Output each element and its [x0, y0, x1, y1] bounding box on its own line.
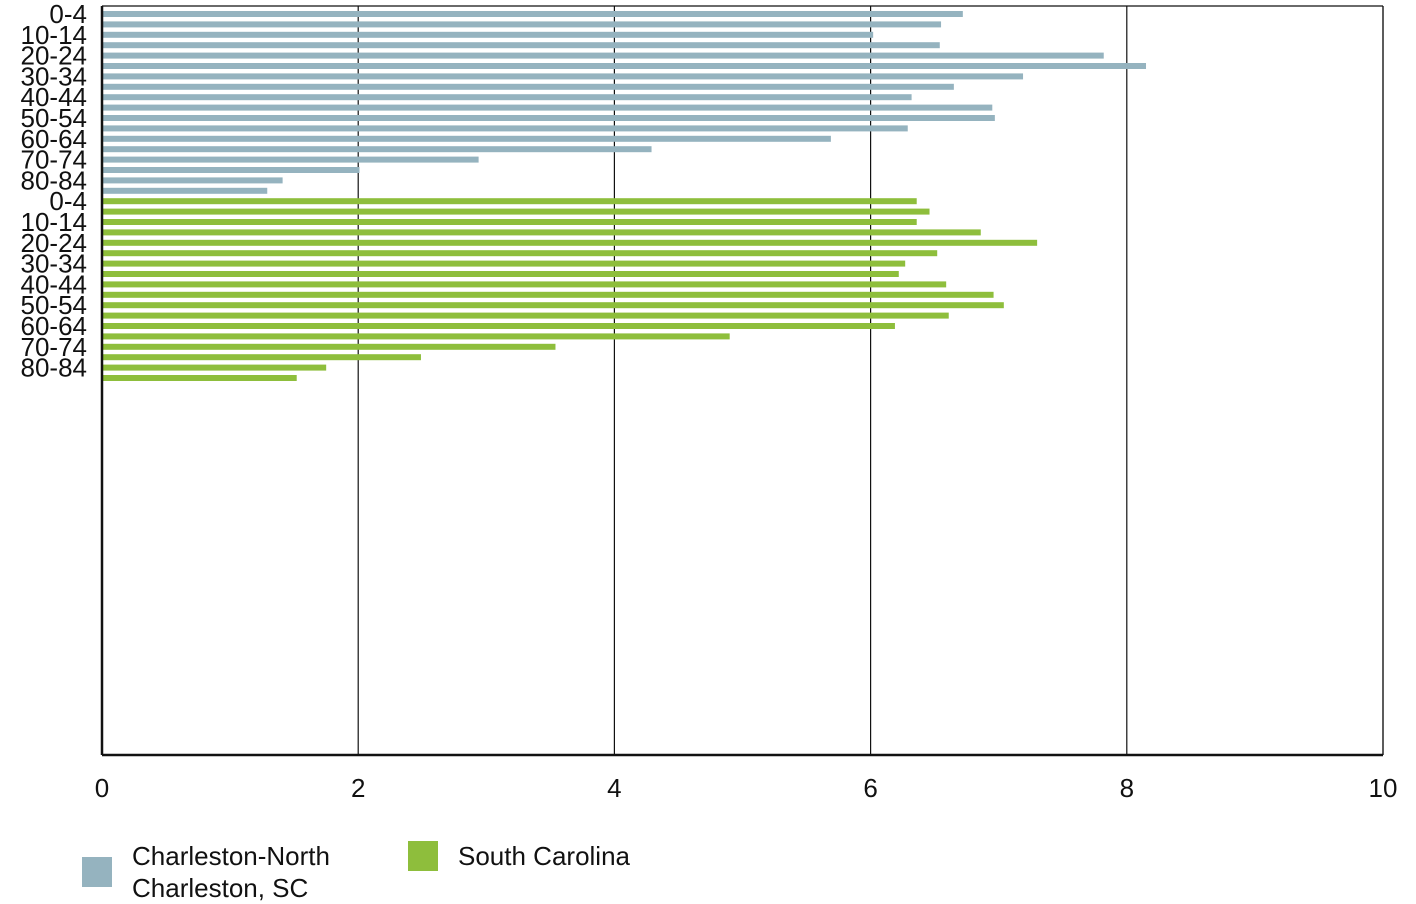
legend: Charleston-North Charleston, SC South Ca…	[82, 840, 666, 904]
y-tick-label: 60-64	[21, 124, 88, 154]
bar-charleston	[102, 31, 874, 38]
bar-south-carolina	[102, 198, 917, 205]
bar-charleston	[102, 52, 1104, 59]
bar-south-carolina	[102, 323, 895, 329]
bar-charleston	[102, 42, 940, 49]
bar-south-carolina	[102, 219, 917, 225]
bar-south-carolina	[102, 291, 994, 298]
bar-south-carolina	[102, 208, 930, 215]
x-tick-label: 10	[1369, 773, 1398, 803]
y-tick-labels: 0-410-1420-2430-3440-4450-5460-6470-7480…	[21, 0, 88, 383]
bar-charleston	[102, 73, 1024, 80]
legend-swatch-charleston	[82, 857, 112, 887]
y-tick-label: 80-84	[21, 353, 88, 383]
bar-chart: 0-410-1420-2430-3440-4450-5460-6470-7480…	[21, 0, 1398, 803]
bar-charleston	[102, 115, 995, 121]
bar-charleston	[102, 167, 360, 173]
y-tick-label: 0-4	[49, 0, 87, 29]
bars	[102, 11, 1147, 381]
bar-south-carolina	[102, 375, 297, 381]
bar-south-carolina	[102, 354, 421, 361]
bar-charleston	[102, 104, 993, 111]
bar-charleston	[102, 187, 268, 194]
y-tick-label: 10-14	[21, 207, 88, 237]
bar-charleston	[102, 11, 963, 17]
legend-item-south-carolina: South Carolina	[408, 840, 630, 872]
bar-south-carolina	[102, 302, 1004, 309]
bar-charleston	[102, 21, 942, 28]
bar-south-carolina	[102, 239, 1038, 246]
x-tick-label: 2	[351, 773, 365, 803]
x-tick-label: 0	[95, 773, 109, 803]
legend-item-charleston: Charleston-North Charleston, SC	[82, 840, 372, 904]
bar-south-carolina	[102, 333, 730, 340]
bar-south-carolina	[102, 250, 938, 257]
y-tick-label: 70-74	[21, 332, 88, 362]
bar-south-carolina	[102, 312, 949, 319]
bar-charleston	[102, 146, 652, 153]
bar-charleston	[102, 135, 831, 142]
y-tick-label: 30-34	[21, 61, 88, 91]
legend-label-charleston: Charleston-North Charleston, SC	[132, 841, 330, 903]
bar-charleston	[102, 83, 954, 90]
y-tick-label: 50-54	[21, 290, 88, 320]
bar-charleston	[102, 63, 1147, 69]
y-tick-label: 40-44	[21, 269, 88, 299]
bar-south-carolina	[102, 281, 947, 288]
y-tick-label: 20-24	[21, 228, 88, 258]
y-tick-label: 50-54	[21, 103, 88, 133]
bar-charleston	[102, 177, 283, 184]
y-tick-label: 60-64	[21, 311, 88, 341]
bar-south-carolina	[102, 229, 981, 236]
y-tick-label: 0-4	[49, 186, 87, 216]
y-tick-label: 70-74	[21, 145, 88, 175]
axes	[100, 5, 1384, 757]
bar-south-carolina	[102, 271, 899, 277]
bar-charleston	[102, 156, 479, 163]
bar-charleston	[102, 125, 908, 132]
y-tick-label: 20-24	[21, 41, 88, 71]
bar-south-carolina	[102, 343, 556, 350]
bar-charleston	[102, 94, 912, 101]
legend-swatch-south-carolina	[408, 841, 438, 871]
x-tick-label: 6	[863, 773, 877, 803]
bar-south-carolina	[102, 260, 906, 267]
legend-label-south-carolina: South Carolina	[458, 841, 630, 871]
y-tick-label: 40-44	[21, 82, 88, 112]
y-tick-label: 80-84	[21, 165, 88, 195]
x-tick-label: 4	[607, 773, 621, 803]
y-tick-label: 30-34	[21, 249, 88, 279]
y-tick-label: 10-14	[21, 20, 88, 50]
bar-south-carolina	[102, 364, 327, 371]
x-tick-label: 8	[1120, 773, 1134, 803]
x-tick-labels: 0 2 4 6 8 10	[95, 773, 1398, 803]
